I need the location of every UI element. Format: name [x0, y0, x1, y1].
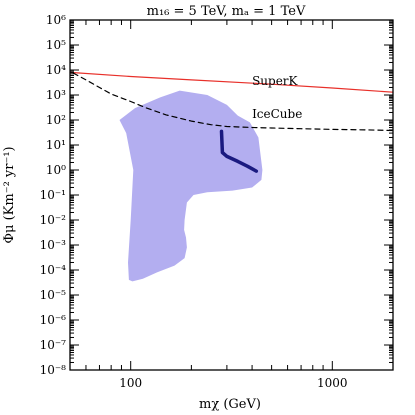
y-tick-label: 10⁻⁵ [40, 288, 67, 302]
y-tick-label: 10⁻⁸ [40, 363, 67, 377]
y-tick-label: 10⁶ [46, 13, 66, 27]
y-tick-label: 10⁻² [40, 213, 67, 227]
legend-superk-label: SuperK [252, 74, 298, 88]
x-tick-label: 1000 [317, 376, 348, 390]
legend-icecube-label: IceCube [252, 107, 302, 121]
y-tick-label: 10² [46, 113, 66, 127]
series-line-2 [219, 129, 259, 173]
x-axis-label: mχ (GeV) [199, 397, 261, 412]
y-tick-label: 10¹ [46, 138, 66, 152]
x-tick-label: 100 [119, 376, 142, 390]
label-layer: 100 1000 10⁶ 10⁵ 10⁴ 10³ 10² 10¹ 10⁰ 10⁻¹ 10⁻² 10⁻³… [40, 13, 348, 390]
y-tick-label: 10⁻⁷ [40, 338, 67, 352]
plot-frame [69, 19, 394, 371]
y-tick-label: 10⁻³ [40, 238, 67, 252]
chart-title: m₁₆ = 5 TeV, mₐ = 1 TeV [147, 4, 306, 19]
y-tick-label: 10⁴ [46, 63, 66, 77]
tick-layer [69, 19, 394, 371]
y-tick-label: 10⁻⁶ [40, 313, 67, 327]
allowed-region [119, 90, 263, 282]
series-icecube-line [72, 72, 394, 132]
y-tick-label: 10⁻¹ [40, 188, 66, 202]
region-layer [119, 90, 263, 282]
y-tick-label: 10⁵ [46, 38, 66, 52]
y-tick-label: 10³ [46, 88, 66, 102]
y-tick-label: 10⁻⁴ [40, 263, 67, 277]
series-layer [69, 71, 394, 173]
y-axis-label: Φμ (Km⁻² yr⁻¹) [2, 146, 17, 243]
series-superk-line [69, 71, 394, 93]
y-tick-label: 10⁰ [46, 163, 66, 177]
